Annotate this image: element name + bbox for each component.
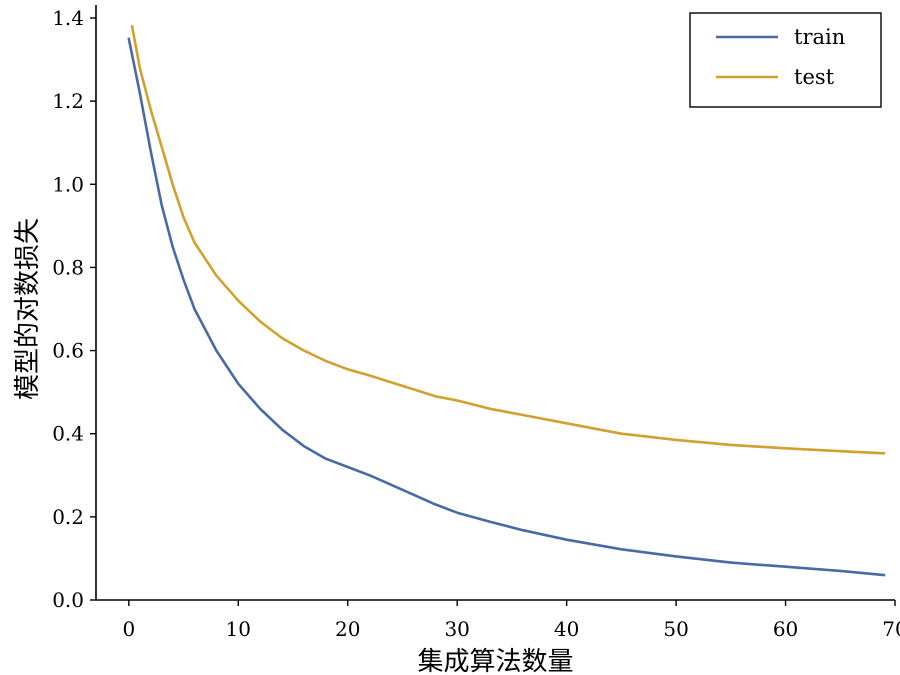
- legend-label-test: test: [794, 65, 835, 89]
- x-tick-label: 50: [663, 617, 688, 641]
- legend-box: [689, 12, 882, 108]
- x-tick-label: 0: [122, 617, 135, 641]
- y-tick-label: 1.2: [52, 89, 84, 113]
- series-line-test: [130, 24, 886, 455]
- y-tick-label: 0.0: [52, 588, 84, 612]
- y-tick-label: 0.4: [52, 422, 84, 446]
- y-tick-label: 0.2: [52, 505, 84, 529]
- x-tick-label: 60: [773, 617, 798, 641]
- legend: train test: [689, 12, 882, 108]
- x-tick-label: 70: [882, 617, 900, 641]
- y-tick-label: 1.4: [52, 6, 84, 30]
- y-axis-title: 模型的对数损失: [13, 218, 43, 400]
- legend-label-train: train: [794, 25, 845, 49]
- y-ticks: 0.0 0.2 0.4 0.6 0.8 1.0 1.2 1.4: [52, 6, 96, 612]
- x-ticks: 0 10 20 30 40 50 60 70: [122, 600, 900, 641]
- axes: [95, 5, 895, 601]
- x-tick-label: 40: [554, 617, 579, 641]
- x-tick-label: 30: [444, 617, 469, 641]
- x-axis-title: 集成算法数量: [417, 647, 573, 675]
- y-tick-label: 1.0: [52, 172, 84, 196]
- x-tick-label: 20: [335, 617, 360, 641]
- y-tick-label: 0.8: [52, 255, 84, 279]
- x-tick-label: 10: [226, 617, 251, 641]
- series-line-train: [127, 37, 886, 577]
- series-group: [127, 24, 886, 577]
- y-tick-label: 0.6: [52, 339, 84, 363]
